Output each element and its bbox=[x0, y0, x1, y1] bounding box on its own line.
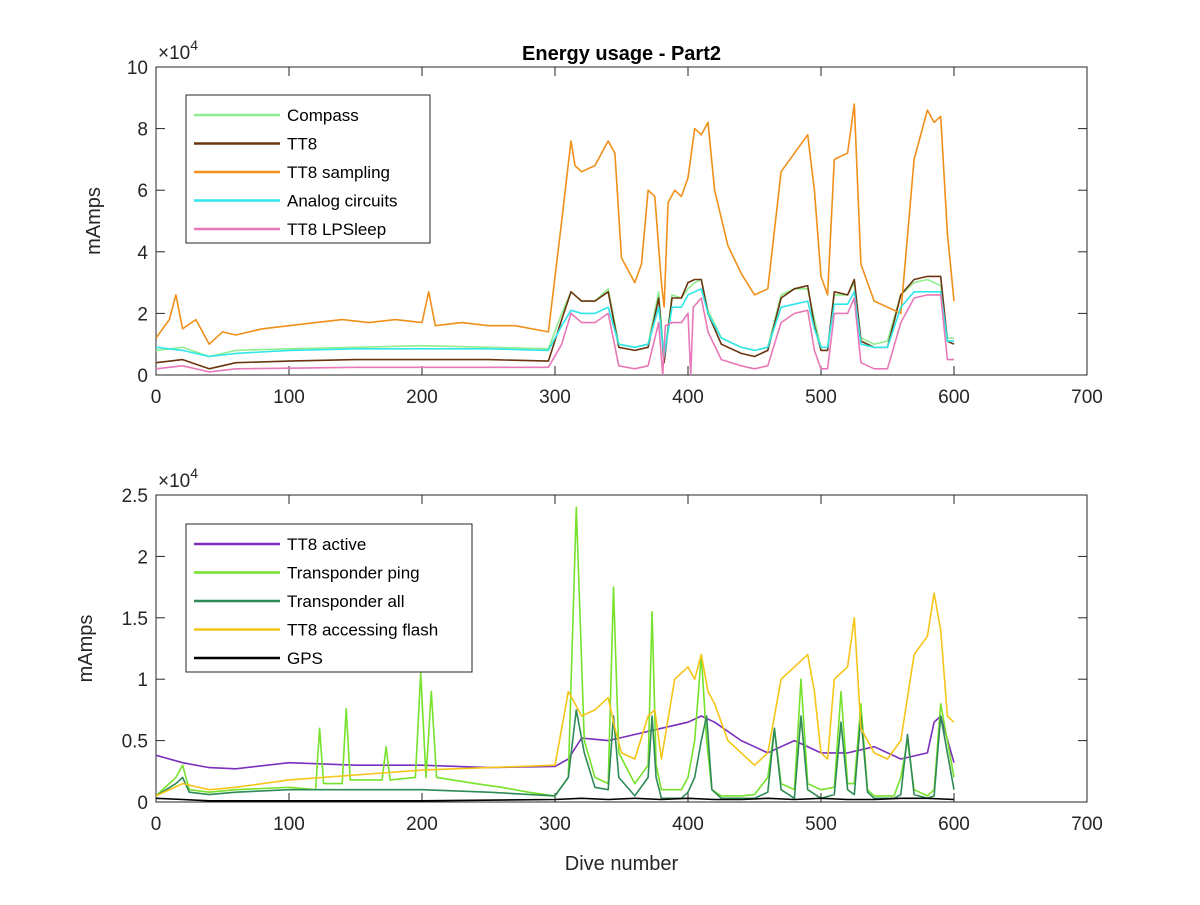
x-tick-label: 300 bbox=[539, 387, 571, 408]
exponent-base: ×10 bbox=[158, 43, 190, 64]
exponent-power: 4 bbox=[190, 37, 198, 53]
legend-entry: TT8 sampling bbox=[287, 163, 390, 182]
x-tick-label: 200 bbox=[406, 814, 438, 835]
series-line-gps bbox=[156, 797, 955, 802]
y-tick-label: 0 bbox=[137, 366, 148, 387]
y-axis-label: mAmps bbox=[83, 187, 105, 255]
legend-box bbox=[185, 94, 431, 244]
x-tick-label: 100 bbox=[273, 387, 305, 408]
legend-entry: TT8 bbox=[287, 135, 317, 154]
series-line-tt8-lpsleep bbox=[156, 294, 954, 375]
y-exponent-label: ×104 bbox=[158, 465, 198, 492]
series-line-tt8-active bbox=[156, 715, 955, 770]
legend-entry: Transponder ping bbox=[287, 564, 420, 583]
series-line-analog-circuits bbox=[156, 287, 954, 358]
legend-box bbox=[185, 523, 473, 673]
plot-2: 0 100 200 300 400 500 600 700 0 0.5 1 1.5 2 2.5 ×104 mA… bbox=[75, 465, 1103, 875]
exponent-base: ×10 bbox=[158, 471, 190, 492]
x-tick-label: 700 bbox=[1071, 814, 1103, 835]
x-tick-label: 0 bbox=[151, 814, 162, 835]
x-tick-label: 500 bbox=[805, 814, 837, 835]
series-line-transponder-ping bbox=[156, 506, 955, 797]
legend: Compass TT8 TT8 sampling Analog circuits TT8… bbox=[185, 94, 431, 244]
y-tick-label: 0.5 bbox=[122, 732, 148, 753]
exponent-power: 4 bbox=[190, 465, 198, 481]
legend-entry: Compass bbox=[287, 106, 359, 125]
legend-entry: TT8 accessing flash bbox=[287, 621, 438, 640]
y-tick-label: 4 bbox=[137, 243, 148, 264]
y-axis-label: mAmps bbox=[75, 615, 97, 683]
y-tick-label: 8 bbox=[137, 120, 148, 141]
series-line-transponder-all bbox=[156, 709, 955, 800]
y-tick-label: 0 bbox=[137, 793, 148, 814]
x-tick-label: 400 bbox=[672, 387, 704, 408]
legend: TT8 active Transponder ping Transponder al… bbox=[185, 523, 473, 673]
legend-entry: GPS bbox=[287, 649, 323, 668]
y-tick-label: 6 bbox=[137, 181, 148, 202]
chart-title: Energy usage - Part2 bbox=[522, 43, 721, 65]
y-tick-label: 2 bbox=[137, 547, 148, 568]
legend-entry: Transponder all bbox=[287, 592, 405, 611]
x-tick-label: 300 bbox=[539, 814, 571, 835]
x-tick-label: 0 bbox=[151, 387, 162, 408]
y-tick-label: 2 bbox=[137, 304, 148, 325]
series-line-tt8 bbox=[156, 275, 955, 370]
series-line-tt8-accessing-flash bbox=[156, 592, 955, 797]
y-tick-label: 1 bbox=[137, 670, 148, 691]
legend-entry: TT8 LPSleep bbox=[287, 220, 386, 239]
x-axis-label: Dive number bbox=[565, 853, 679, 875]
x-tick-label: 500 bbox=[805, 387, 837, 408]
y-tick-label: 1.5 bbox=[122, 609, 148, 630]
y-tick-label: 10 bbox=[127, 58, 148, 79]
x-tick-label: 200 bbox=[406, 387, 438, 408]
x-tick-label: 600 bbox=[938, 387, 970, 408]
legend-entry: Analog circuits bbox=[287, 192, 398, 211]
x-tick-label: 600 bbox=[938, 814, 970, 835]
y-tick-label: 2.5 bbox=[122, 486, 148, 507]
x-tick-label: 400 bbox=[672, 814, 704, 835]
y-exponent-label: ×104 bbox=[158, 37, 198, 64]
x-tick-label: 700 bbox=[1071, 387, 1103, 408]
legend-entry: TT8 active bbox=[287, 535, 366, 554]
x-tick-label: 100 bbox=[273, 814, 305, 835]
series-line-tt8-sampling bbox=[156, 103, 955, 346]
